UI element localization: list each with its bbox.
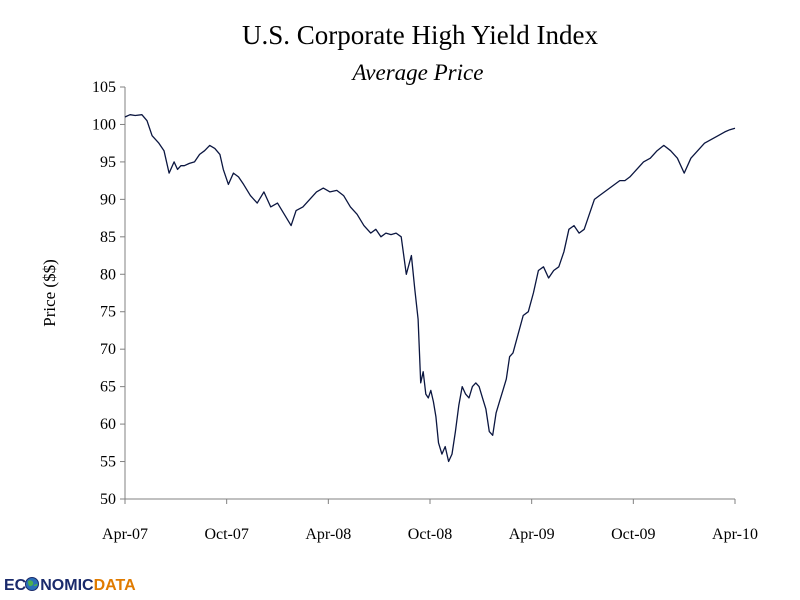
y-tick-label: 95 [100,154,116,171]
series-line [124,114,736,463]
x-tick-label: Apr-08 [305,526,351,543]
y-tick-label: 90 [100,191,116,208]
y-tick-label: 105 [92,79,116,96]
chart-subtitle: Average Price [351,60,484,85]
y-tick-label: 55 [100,454,116,471]
x-tick-label: Apr-10 [712,526,758,543]
logo-part-nomic: NOMIC [40,577,94,594]
y-tick-label: 100 [92,116,116,133]
economicdata-logo: EC NOMICDATA [4,577,136,594]
y-tick-label: 85 [100,229,116,246]
y-axis-label: Price ($$) [40,259,59,327]
plot-area [124,114,736,463]
chart-title: U.S. Corporate High Yield Index [242,20,598,50]
x-tick-label: Oct-08 [408,526,452,543]
axes: 50 55 60 65 70 75 80 85 90 95 100 105 Apr-07 Oct-07 Ap… [92,79,758,543]
logo-part-ec: EC [4,577,27,594]
globe-icon [25,577,39,591]
y-tick-label: 70 [100,341,116,358]
x-tick-label: Apr-07 [102,526,148,543]
x-tick-label: Oct-09 [611,526,655,543]
y-tick-label: 80 [100,266,116,283]
y-tick-label: 60 [100,416,116,433]
y-tick-label: 50 [100,491,116,508]
x-tick-label: Oct-07 [204,526,248,543]
y-tick-label: 75 [100,304,116,321]
y-tick-label: 65 [100,379,116,396]
x-tick-label: Apr-09 [509,526,555,543]
logo-part-data: DATA [94,577,137,594]
